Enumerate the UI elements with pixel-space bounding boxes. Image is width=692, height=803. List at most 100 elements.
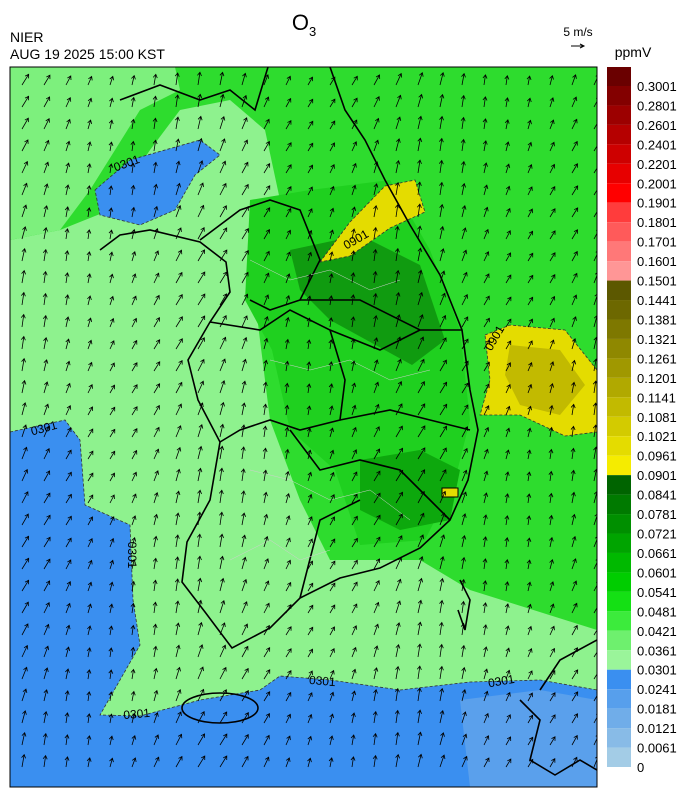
wind-arrow bbox=[263, 647, 271, 658]
wind-arrow bbox=[395, 535, 403, 548]
colorbar-swatch bbox=[607, 358, 631, 378]
wind-arrow bbox=[505, 383, 511, 394]
colorbar-swatch bbox=[607, 747, 631, 767]
wind-arrow bbox=[439, 709, 445, 724]
wind-arrow bbox=[241, 733, 249, 746]
wind-arrow bbox=[109, 472, 115, 482]
wind-arrow bbox=[351, 162, 357, 174]
wind-arrow bbox=[505, 340, 512, 350]
elevated-ozone-spot bbox=[441, 487, 459, 498]
wind-arrow bbox=[175, 271, 183, 284]
wind-arrow bbox=[219, 138, 226, 152]
wind-arrow bbox=[306, 405, 312, 416]
wind-arrow bbox=[197, 511, 202, 526]
wind-arrow bbox=[219, 511, 224, 526]
wind-arrow bbox=[86, 251, 92, 262]
wind-arrow bbox=[593, 513, 597, 526]
wind-arrow bbox=[593, 648, 597, 658]
wind-arrow bbox=[350, 338, 356, 350]
wind-arrow bbox=[197, 621, 203, 636]
wind-arrow bbox=[571, 316, 577, 328]
wind-arrow bbox=[43, 425, 50, 438]
wind-arrow bbox=[372, 754, 378, 768]
wind-arrow bbox=[307, 251, 313, 262]
wind-arrow bbox=[527, 625, 533, 636]
wind-arrow bbox=[593, 141, 597, 152]
wind-arrow bbox=[593, 272, 597, 284]
wind-arrow bbox=[526, 515, 532, 526]
wind-arrow bbox=[527, 692, 533, 702]
wind-arrow bbox=[263, 118, 270, 130]
wind-arrow bbox=[329, 713, 335, 724]
wind-arrow bbox=[329, 164, 335, 174]
wind-arrow bbox=[395, 469, 404, 482]
wind-arrow bbox=[527, 230, 534, 240]
wind-arrow bbox=[21, 379, 27, 394]
colorbar-swatch bbox=[607, 67, 631, 86]
wind-arrow bbox=[262, 447, 268, 460]
wind-arrow bbox=[373, 536, 381, 548]
wind-arrow bbox=[527, 714, 534, 724]
wind-arrow bbox=[351, 712, 356, 724]
wind-arrow bbox=[483, 514, 488, 526]
wind-arrow bbox=[372, 710, 378, 724]
wind-arrow bbox=[350, 756, 356, 768]
wind-arrow bbox=[197, 315, 206, 328]
wind-arrow bbox=[109, 516, 115, 526]
wind-arrow bbox=[197, 271, 206, 284]
wind-arrow bbox=[526, 559, 532, 570]
wind-arrow bbox=[416, 665, 422, 680]
wind-arrow bbox=[351, 382, 357, 394]
wind-arrow bbox=[549, 382, 555, 394]
wind-arrow bbox=[65, 184, 70, 196]
wind-arrow bbox=[571, 558, 577, 570]
wind-arrow bbox=[285, 757, 291, 768]
wind-arrow bbox=[306, 339, 312, 350]
wind-arrow bbox=[285, 559, 292, 570]
colorbar-label: 0.0781 bbox=[637, 507, 677, 522]
wind-arrow bbox=[571, 96, 578, 108]
wind-arrow bbox=[175, 711, 182, 724]
wind-arrow bbox=[549, 186, 556, 196]
wind-arrow bbox=[417, 269, 423, 284]
wind-arrow bbox=[527, 274, 534, 284]
wind-arrow bbox=[131, 449, 138, 460]
wind-arrow bbox=[461, 338, 469, 350]
wind-arrow bbox=[263, 74, 270, 86]
wind-arrow bbox=[131, 74, 136, 86]
wind-arrow bbox=[395, 291, 401, 306]
wind-arrow bbox=[197, 137, 203, 152]
colorbar-swatch bbox=[607, 300, 631, 320]
wind-arrow bbox=[153, 426, 160, 438]
wind-arrow bbox=[439, 314, 447, 328]
wind-arrow bbox=[175, 666, 181, 680]
wind-arrow bbox=[153, 294, 160, 306]
wind-arrow bbox=[43, 602, 50, 614]
wind-arrow bbox=[109, 494, 115, 504]
wind-arrow bbox=[152, 95, 158, 108]
wind-arrow bbox=[285, 691, 292, 702]
wind-arrow bbox=[483, 757, 490, 768]
wind-arrow bbox=[461, 556, 466, 570]
wind-arrow bbox=[174, 72, 180, 86]
wind-arrow bbox=[527, 670, 533, 680]
wind-arrow bbox=[219, 271, 228, 284]
wind-arrow bbox=[109, 362, 115, 372]
wind-arrow bbox=[86, 757, 92, 768]
wind-arrow bbox=[505, 691, 511, 702]
wind-arrow bbox=[153, 470, 159, 482]
wind-arrow bbox=[549, 274, 556, 284]
wind-arrow bbox=[87, 339, 93, 350]
wind-arrow bbox=[263, 491, 268, 504]
wind-arrow bbox=[593, 536, 597, 548]
colorbar-label: 0.1201 bbox=[637, 371, 677, 386]
wind-arrow bbox=[64, 206, 70, 218]
wind-arrow bbox=[307, 120, 314, 130]
wind-arrow bbox=[219, 555, 225, 570]
wind-arrow bbox=[262, 381, 268, 394]
wind-arrow bbox=[219, 249, 228, 262]
wind-arrow bbox=[43, 645, 50, 658]
wind-arrow bbox=[285, 470, 290, 482]
wind-arrow bbox=[373, 315, 378, 328]
colorbar-label: 0.1261 bbox=[637, 351, 677, 366]
